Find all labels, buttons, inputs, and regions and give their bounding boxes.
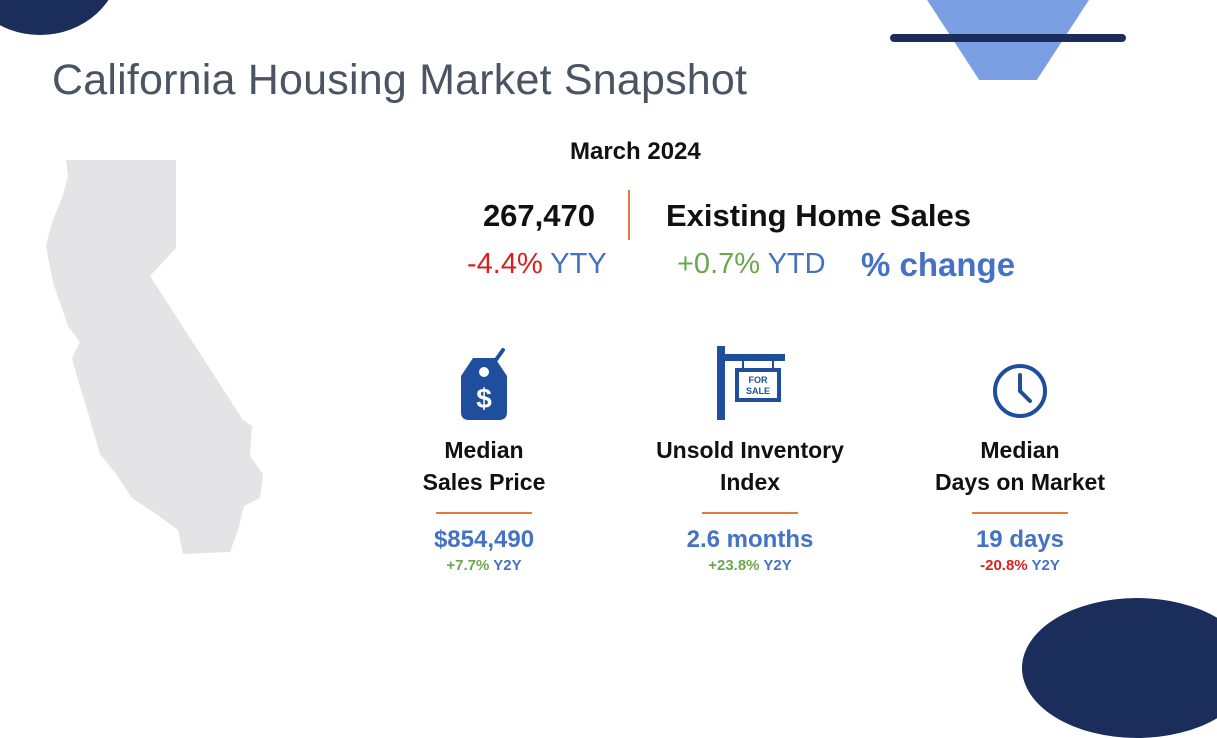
stat-value: $854,490 bbox=[433, 526, 535, 553]
for-sale-sign-text-line2: SALE bbox=[746, 386, 770, 396]
orange-rule bbox=[702, 512, 798, 514]
percent-change-caption: % change bbox=[861, 246, 1016, 283]
stat-change-suffix: Y2Y bbox=[489, 557, 522, 574]
stat-change: +23.8% Y2Y bbox=[625, 557, 875, 574]
existing-sales-label: Existing Home Sales bbox=[666, 198, 971, 233]
stat-label: Median Sales Price bbox=[359, 434, 609, 498]
yty-change-suffix: YTY bbox=[542, 248, 607, 280]
stat-value: 2.6 months bbox=[686, 526, 814, 553]
stat-label-line2: Index bbox=[719, 469, 781, 495]
stat-label: Median Days on Market bbox=[895, 434, 1145, 498]
stat-change: -20.8% Y2Y bbox=[895, 557, 1145, 574]
california-map-icon bbox=[46, 160, 263, 554]
stat-change-value: -20.8% bbox=[980, 557, 1028, 574]
stat-change-suffix: Y2Y bbox=[759, 557, 792, 574]
stat-median-days-on-market: Median Days on Market 19 days -20.8% Y2Y bbox=[895, 340, 1145, 574]
decorative-circle-top-left bbox=[0, 0, 120, 35]
stat-change-value: +23.8% bbox=[708, 557, 760, 574]
stat-median-sales-price: $ Median Sales Price $854,490 +7.7% Y2Y bbox=[359, 340, 609, 574]
stat-change: +7.7% Y2Y bbox=[359, 557, 609, 574]
report-period: March 2024 bbox=[570, 138, 701, 165]
orange-rule bbox=[972, 512, 1068, 514]
orange-rule bbox=[436, 512, 532, 514]
existing-sales-count: 267,470 bbox=[482, 198, 595, 233]
svg-text:$: $ bbox=[476, 383, 492, 414]
stat-change-value: +7.7% bbox=[446, 557, 490, 574]
clock-icon bbox=[895, 340, 1145, 420]
ytd-change-value: +0.7% bbox=[677, 248, 761, 280]
ytd-change-suffix: YTD bbox=[760, 248, 826, 280]
decorative-circle-bottom-right bbox=[1022, 598, 1217, 738]
yty-change: -4.4% YTY bbox=[467, 248, 607, 281]
orange-divider bbox=[628, 190, 630, 240]
stat-label-line1: Unsold Inventory bbox=[656, 437, 844, 463]
stat-unsold-inventory-index: FOR SALE Unsold Inventory Index 2.6 mont… bbox=[625, 340, 875, 574]
stat-label-line1: Median bbox=[444, 437, 524, 463]
for-sale-sign-text-line1: FOR bbox=[749, 375, 768, 385]
yty-change-value: -4.4% bbox=[467, 248, 543, 280]
stat-label-line2: Days on Market bbox=[934, 469, 1105, 495]
decorative-bar-top-right bbox=[890, 34, 1126, 42]
stat-label-line2: Sales Price bbox=[422, 469, 546, 495]
stat-label-line1: Median bbox=[980, 437, 1060, 463]
for-sale-sign-icon: FOR SALE bbox=[625, 340, 875, 420]
stat-value: 19 days bbox=[975, 526, 1065, 553]
page-title: California Housing Market Snapshot bbox=[52, 56, 748, 104]
stat-change-suffix: Y2Y bbox=[1027, 557, 1060, 574]
stat-label: Unsold Inventory Index bbox=[625, 434, 875, 498]
price-tag-dollar-icon: $ bbox=[359, 340, 609, 420]
ytd-change: +0.7% YTD bbox=[677, 248, 826, 281]
